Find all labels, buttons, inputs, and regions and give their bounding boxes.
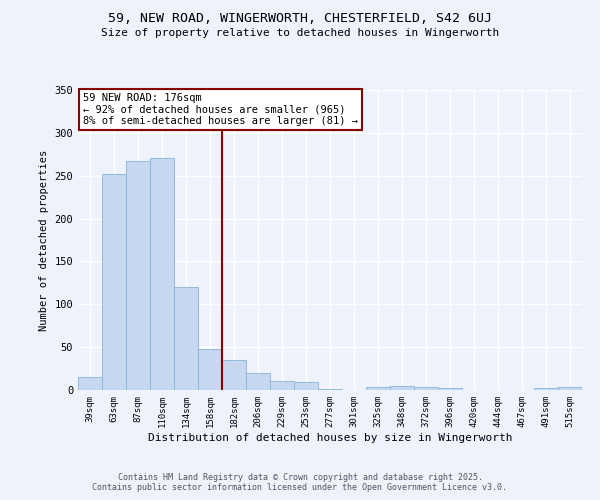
Text: Contains HM Land Registry data © Crown copyright and database right 2025.
Contai: Contains HM Land Registry data © Crown c…	[92, 473, 508, 492]
Bar	[102, 174, 126, 390]
Bar	[318, 389, 342, 390]
Bar	[294, 382, 318, 390]
Bar	[78, 377, 102, 390]
Y-axis label: Number of detached properties: Number of detached properties	[39, 150, 49, 330]
Bar	[198, 349, 222, 390]
Bar	[366, 388, 390, 390]
Bar	[126, 161, 150, 390]
Bar	[414, 386, 438, 390]
Text: 59, NEW ROAD, WINGERWORTH, CHESTERFIELD, S42 6UJ: 59, NEW ROAD, WINGERWORTH, CHESTERFIELD,…	[108, 12, 492, 26]
Bar	[558, 388, 582, 390]
X-axis label: Distribution of detached houses by size in Wingerworth: Distribution of detached houses by size …	[148, 432, 512, 442]
Bar	[270, 382, 294, 390]
Text: 59 NEW ROAD: 176sqm
← 92% of detached houses are smaller (965)
8% of semi-detach: 59 NEW ROAD: 176sqm ← 92% of detached ho…	[83, 93, 358, 126]
Bar	[246, 373, 270, 390]
Bar	[222, 360, 246, 390]
Bar	[438, 388, 462, 390]
Bar	[534, 388, 558, 390]
Bar	[390, 386, 414, 390]
Text: Size of property relative to detached houses in Wingerworth: Size of property relative to detached ho…	[101, 28, 499, 38]
Bar	[174, 287, 198, 390]
Bar	[150, 158, 174, 390]
